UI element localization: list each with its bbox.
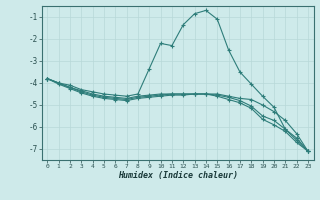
X-axis label: Humidex (Indice chaleur): Humidex (Indice chaleur) xyxy=(118,171,237,180)
